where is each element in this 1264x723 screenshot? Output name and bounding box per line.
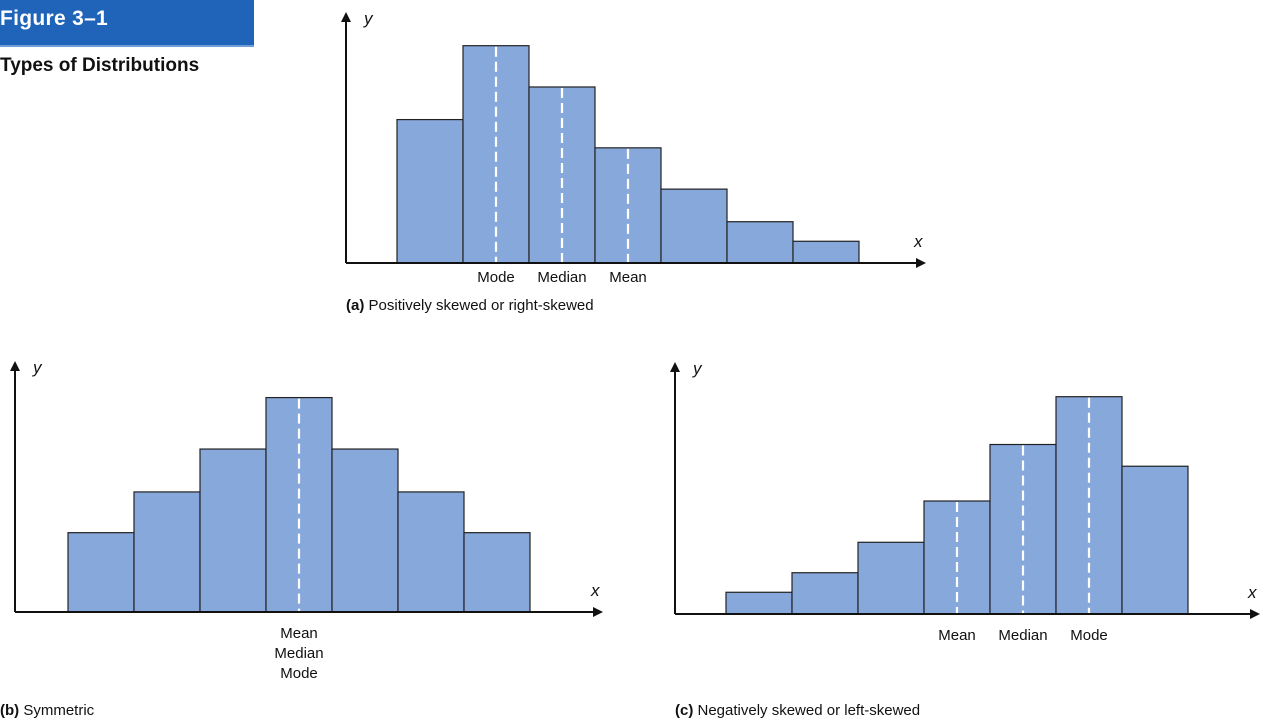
y-axis-label: y — [32, 358, 43, 377]
panel-caption-text: Positively skewed or right-skewed — [364, 297, 593, 314]
panel-letter: (b) — [0, 702, 19, 719]
panel-caption: (c) Negatively skewed or left-skewed — [675, 702, 920, 719]
bar-1 — [725, 591, 793, 615]
figure-badge: Figure 3–1 — [0, 0, 254, 47]
bar-3 — [199, 448, 267, 613]
x-axis-label: x — [913, 232, 923, 251]
marker-label-median: Median — [998, 627, 1047, 644]
marker-label-mode: Mode — [280, 665, 318, 682]
panel-letter: (c) — [675, 702, 693, 719]
bar-2 — [133, 491, 201, 613]
bar-2 — [791, 572, 859, 615]
panel-caption: (a) Positively skewed or right-skewed — [346, 297, 594, 314]
bar-7 — [792, 240, 860, 264]
panel-b: y x Mean Median Mode (b) Symmetric — [0, 358, 603, 719]
marker-label-median: Median — [274, 645, 323, 662]
panel-caption-text: Negatively skewed or left-skewed — [693, 702, 920, 719]
marker-label-mean: Mean — [938, 627, 976, 644]
figure-title: Types of Distributions — [0, 55, 200, 76]
y-axis-label: y — [692, 359, 703, 378]
y-axis-label: y — [363, 9, 374, 28]
bar-1 — [396, 118, 464, 264]
bar-5 — [331, 448, 399, 613]
panel-c: y x Mean Median Mode (c) Negatively skewed or… — [670, 359, 1260, 719]
figure-number: Figure 3–1 — [0, 7, 109, 30]
marker-label-mean: Mean — [280, 625, 318, 642]
bar-6 — [397, 491, 465, 613]
x-axis-label: x — [590, 581, 600, 600]
panel-a: y x Mode Median Mean (a) Positively skewed or… — [341, 9, 926, 314]
panel-letter: (a) — [346, 297, 364, 314]
marker-label-median: Median — [537, 269, 586, 286]
panel-caption: (b) Symmetric — [0, 702, 95, 719]
panel-caption-text: Symmetric — [19, 702, 95, 719]
bar-1 — [67, 532, 135, 613]
marker-label-mode: Mode — [1070, 627, 1108, 644]
bar-6 — [726, 221, 794, 264]
bar-7 — [463, 532, 531, 613]
bar-7 — [1121, 465, 1189, 615]
x-axis-label: x — [1247, 583, 1257, 602]
marker-label-mode: Mode — [477, 269, 515, 286]
bar-3 — [857, 541, 925, 615]
marker-label-mean: Mean — [609, 269, 647, 286]
bar-3 — [528, 86, 596, 264]
bar-5 — [660, 188, 728, 264]
